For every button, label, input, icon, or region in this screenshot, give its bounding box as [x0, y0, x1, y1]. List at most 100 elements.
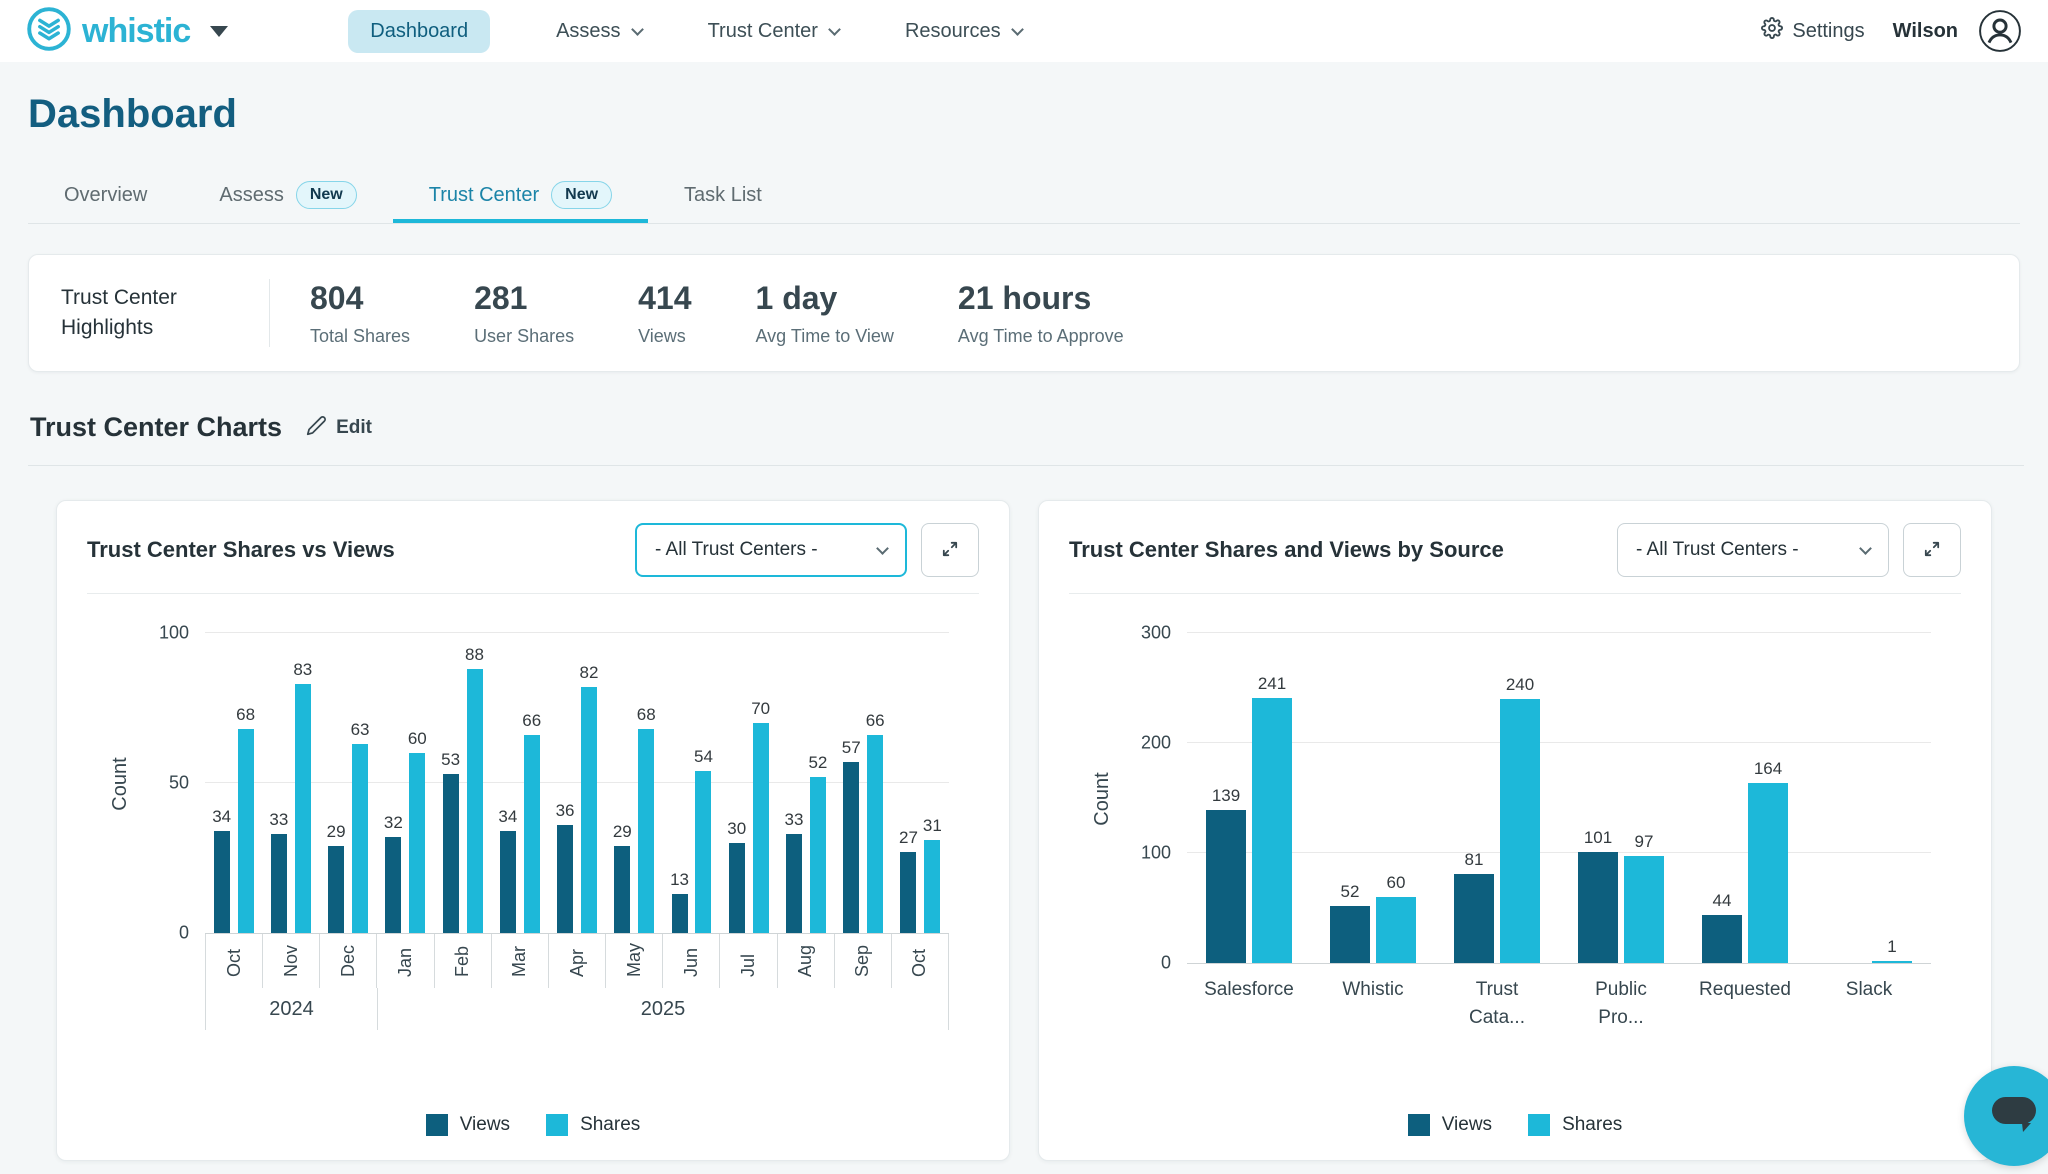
bar-shares[interactable] [752, 723, 769, 933]
bar-views[interactable] [843, 762, 860, 933]
bar-views[interactable] [499, 831, 516, 933]
nav-item-resources[interactable]: Resources [905, 20, 1024, 43]
edit-button[interactable]: Edit [306, 415, 372, 441]
bar-value-label: 60 [1386, 873, 1406, 892]
card-divider [1069, 593, 1961, 594]
trust-center-filter-select[interactable]: - All Trust Centers - [635, 523, 907, 577]
bar-column: 13 [670, 870, 689, 933]
select-value: - All Trust Centers - [655, 539, 818, 560]
bar-shares[interactable] [809, 777, 826, 933]
bar-column: 68 [637, 705, 656, 933]
chevron-down-icon [1831, 524, 1888, 576]
bar-shares[interactable] [1252, 698, 1292, 963]
nav-item-assess[interactable]: Assess [556, 20, 644, 43]
stat-user-shares: 281 User Shares [474, 280, 574, 347]
avatar[interactable] [1978, 9, 2022, 53]
charts-section-title: Trust Center Charts [30, 412, 283, 442]
bar-views[interactable] [728, 843, 745, 933]
settings-button[interactable]: Settings [1761, 17, 1865, 45]
bar-views[interactable] [1330, 906, 1370, 963]
bar-column: 36 [556, 801, 575, 933]
month-cell: Oct [890, 934, 948, 989]
nav-item-label: Trust Center [707, 19, 818, 42]
legend-item-shares[interactable]: Shares [1528, 1114, 1622, 1136]
x-month-label: Dec [337, 945, 358, 978]
tab-task-list[interactable]: Task List [648, 167, 798, 223]
expand-button[interactable] [921, 523, 979, 577]
x-month-label: Feb [452, 945, 473, 978]
bar-value-label: 36 [555, 801, 575, 820]
bar-group: 27 31 [892, 634, 949, 933]
bar-value-label: 66 [865, 711, 885, 730]
tab-label: Overview [64, 183, 148, 206]
stat-value: 804 [310, 279, 364, 316]
x-month-label: Mar [509, 946, 530, 978]
bar-shares[interactable] [695, 771, 712, 933]
bar-group: 1 [1807, 634, 1931, 963]
bar-views[interactable] [671, 894, 688, 933]
bar-value-label: 30 [727, 819, 747, 838]
bar-views[interactable] [213, 831, 230, 933]
bar-column: 70 [751, 699, 770, 933]
bar-column: 32 [384, 813, 403, 933]
bar-shares[interactable] [237, 729, 254, 933]
legend: Views Shares [1069, 1098, 1961, 1142]
bar-column: 53 [441, 750, 460, 933]
bar-shares[interactable] [1376, 897, 1416, 963]
pencil-icon [306, 415, 327, 441]
bar-views[interactable] [900, 852, 917, 933]
bar-value-label: 29 [326, 822, 346, 841]
bar-shares[interactable] [638, 729, 655, 933]
bar-shares[interactable] [409, 753, 426, 933]
bar-value-label: 70 [751, 699, 771, 718]
bar-views[interactable] [614, 846, 631, 933]
bar-group: 13 54 [663, 634, 720, 933]
trust-center-filter-select[interactable]: - All Trust Centers - [1617, 523, 1889, 577]
bar-shares[interactable] [580, 687, 597, 933]
bar-shares[interactable] [352, 744, 369, 933]
bar-views[interactable] [442, 774, 459, 933]
bar-views[interactable] [270, 834, 287, 933]
bar-views[interactable] [328, 846, 345, 933]
bar-views[interactable] [1454, 874, 1494, 963]
bar-views[interactable] [785, 834, 802, 933]
nav-item-trust-center[interactable]: Trust Center [707, 19, 841, 43]
chart-body: Count 0 50 100 34 68 33 83 29 63 32 60 53 88 34 66 36 82 2… [87, 594, 979, 1142]
legend-item-views[interactable]: Views [1407, 1114, 1492, 1136]
legend-item-views[interactable]: Views [425, 1114, 510, 1136]
legend-item-shares[interactable]: Shares [546, 1114, 640, 1136]
user-name[interactable]: Wilson [1892, 19, 1958, 42]
select-value: - All Trust Centers - [1636, 539, 1799, 560]
bar-views[interactable] [385, 837, 402, 933]
legend: Views Shares [87, 1098, 979, 1142]
bar-views[interactable] [1206, 810, 1246, 963]
bar-shares[interactable] [1500, 699, 1540, 963]
bar-value-label: 139 [1211, 786, 1241, 805]
whistic-logo-icon [26, 6, 72, 57]
expand-button[interactable] [1903, 523, 1961, 577]
bar-views[interactable] [1702, 915, 1742, 963]
month-cell: Jul [719, 934, 776, 989]
bar-shares[interactable] [1748, 783, 1788, 963]
bar-shares[interactable] [867, 735, 884, 933]
bar-shares[interactable] [294, 684, 311, 933]
bar-shares[interactable] [523, 735, 540, 933]
top-nav: whistic Dashboard Assess Trust Center Re… [0, 0, 2048, 62]
tab-assess[interactable]: Assess New [183, 167, 392, 223]
bar-views[interactable] [1578, 852, 1618, 963]
gridline [205, 782, 949, 783]
bar-shares[interactable] [1872, 961, 1912, 963]
stat-views: 414 Views [638, 280, 691, 347]
new-badge: New [295, 181, 357, 209]
bar-shares[interactable] [924, 840, 941, 933]
bar-views[interactable] [557, 825, 574, 933]
tab-overview[interactable]: Overview [28, 167, 183, 223]
charts-section-header: Trust Center Charts Edit [30, 412, 2020, 443]
bar-shares[interactable] [1624, 856, 1664, 963]
bar-shares[interactable] [466, 669, 483, 933]
bar-value-label: 1 [1887, 937, 1897, 956]
tab-trust-center[interactable]: Trust Center New [393, 167, 648, 223]
nav-item-dashboard[interactable]: Dashboard [348, 9, 491, 53]
chat-launcher-button[interactable] [1964, 1066, 2048, 1166]
brand[interactable]: whistic [26, 6, 229, 57]
